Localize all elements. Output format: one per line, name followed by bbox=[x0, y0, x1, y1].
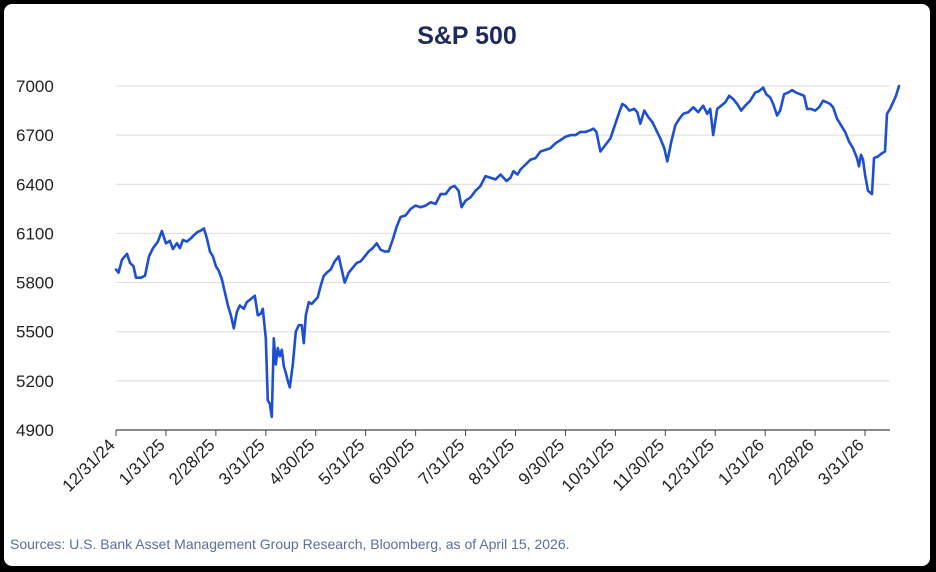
x-tick-label: 7/31/25 bbox=[415, 435, 469, 489]
series-line-sp500 bbox=[114, 84, 901, 419]
x-tick-label: 12/31/24 bbox=[59, 435, 119, 495]
x-tick-label: 8/31/25 bbox=[465, 435, 519, 489]
y-tick-label: 4900 bbox=[16, 421, 54, 440]
y-tick-label: 5200 bbox=[16, 372, 54, 391]
chart-title: S&P 500 bbox=[417, 22, 517, 50]
y-tick-label: 6400 bbox=[16, 175, 54, 194]
x-tick-label: 5/31/25 bbox=[315, 435, 369, 489]
chart-frame: S&P 500 4900 5200 5500 5800 6100 6400 6700 7000… bbox=[4, 4, 930, 566]
y-tick-label: 7000 bbox=[16, 77, 54, 96]
x-tick-label: 4/30/25 bbox=[265, 435, 319, 489]
y-tick-label: 5800 bbox=[16, 274, 54, 293]
x-tick-label: 2/28/26 bbox=[764, 435, 818, 489]
x-tick-label: 3/31/26 bbox=[814, 435, 868, 489]
x-tick-label: 3/31/25 bbox=[215, 435, 269, 489]
x-tick-label: 10/31/25 bbox=[558, 435, 618, 495]
x-tick-label: 1/31/25 bbox=[115, 435, 169, 489]
x-tick-label: 2/28/25 bbox=[165, 435, 219, 489]
y-tick-label: 6100 bbox=[16, 224, 54, 243]
x-tick-label: 11/30/25 bbox=[609, 435, 668, 494]
x-tick-label: 1/31/26 bbox=[714, 435, 768, 489]
y-tick-label: 5500 bbox=[16, 323, 54, 342]
source-note: Sources: U.S. Bank Asset Management Grou… bbox=[10, 536, 570, 552]
chart-plot: 4900 5200 5500 5800 6100 6400 6700 7000 12/31/24… bbox=[16, 77, 901, 496]
y-tick-label: 6700 bbox=[16, 126, 54, 145]
x-tick-label: 12/31/25 bbox=[658, 435, 718, 495]
x-tick-label: 6/30/25 bbox=[365, 435, 419, 489]
